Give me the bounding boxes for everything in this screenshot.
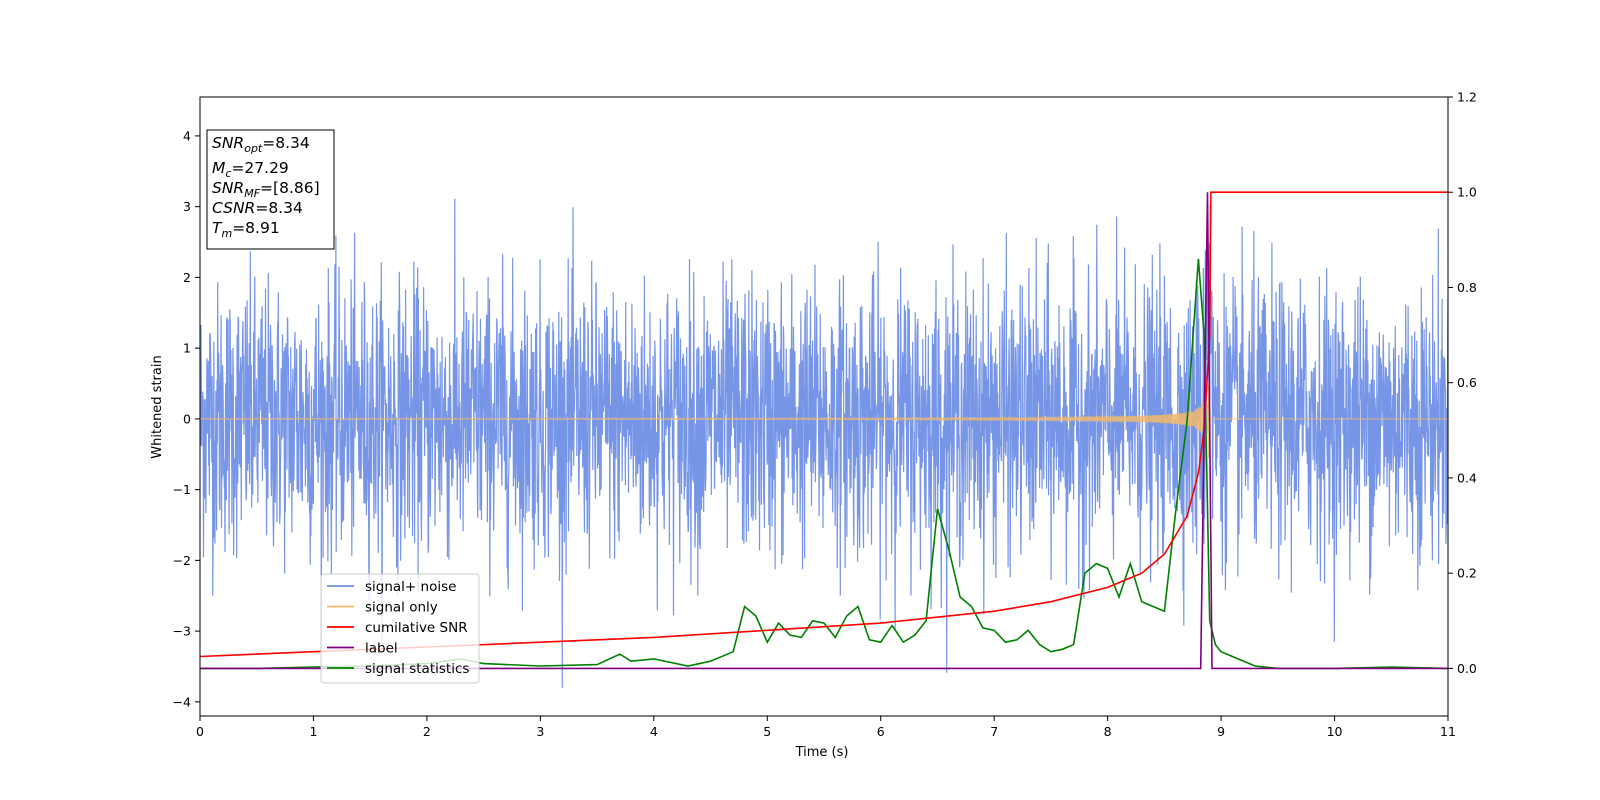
y-left-tick-label: 0 bbox=[183, 411, 191, 426]
x-axis: 0 1 2 3 4 5 6 7 8 9 10 11 bbox=[196, 716, 1456, 739]
y-axis-left: −4 −3 −2 −1 0 1 2 3 4 bbox=[173, 128, 200, 709]
y-left-tick-label: −1 bbox=[173, 482, 191, 497]
y-right-tick-label: 1.2 bbox=[1457, 90, 1477, 105]
legend-label: signal only bbox=[365, 600, 438, 616]
x-tick-label: 10 bbox=[1327, 724, 1343, 739]
y-left-tick-label: −2 bbox=[173, 553, 191, 568]
legend-label: cumilative SNR bbox=[365, 620, 468, 636]
signal-noise-line bbox=[200, 198, 1448, 688]
y-left-tick-label: 3 bbox=[183, 199, 191, 214]
y-left-tick-label: −4 bbox=[173, 694, 191, 709]
x-tick-label: 1 bbox=[309, 724, 317, 739]
legend-label: signal statistics bbox=[365, 661, 469, 677]
y-axis-right: 0.0 0.2 0.4 0.6 0.8 1.0 1.2 bbox=[1448, 90, 1477, 676]
annotation-line: SNRopt=8.34 bbox=[212, 134, 310, 155]
y-axis-label: Whitened strain bbox=[150, 355, 165, 458]
y-left-tick-label: 4 bbox=[183, 128, 191, 143]
right-axis-series bbox=[200, 191, 1448, 670]
annotation-box: SNRopt=8.34 Mc=27.29SNRMF=[8.86]CSNR=8.34… bbox=[206, 129, 335, 250]
x-tick-label: 4 bbox=[650, 724, 658, 739]
y-right-tick-label: 0.6 bbox=[1457, 375, 1477, 390]
y-left-tick-label: 1 bbox=[183, 341, 191, 356]
legend-label: signal+ noise bbox=[365, 579, 456, 595]
x-tick-label: 6 bbox=[877, 724, 885, 739]
signal-statisticsline bbox=[200, 258, 1448, 670]
annotation-line: Mc=27.29 bbox=[212, 159, 289, 180]
y-left-tick-label: −3 bbox=[173, 624, 191, 639]
noise-series bbox=[200, 198, 1448, 688]
x-tick-label: 7 bbox=[990, 724, 998, 739]
x-tick-label: 3 bbox=[536, 724, 544, 739]
x-tick-label: 0 bbox=[196, 724, 204, 739]
y-left-tick-label: 2 bbox=[183, 270, 191, 285]
legend-label: label bbox=[365, 641, 398, 657]
annotation-line: CSNR=8.34 bbox=[212, 199, 303, 217]
x-tick-label: 9 bbox=[1217, 724, 1225, 739]
y-right-tick-label: 0.0 bbox=[1457, 661, 1477, 676]
y-right-tick-label: 0.8 bbox=[1457, 280, 1477, 295]
x-tick-label: 2 bbox=[423, 724, 431, 739]
x-tick-label: 5 bbox=[763, 724, 771, 739]
y-right-tick-label: 0.4 bbox=[1457, 470, 1477, 485]
x-axis-label: Time (s) bbox=[795, 745, 849, 760]
x-tick-label: 11 bbox=[1440, 724, 1456, 739]
labelline bbox=[200, 192, 1448, 670]
signal-only-line bbox=[200, 385, 1448, 459]
annotation-line: SNRMF=[8.86] bbox=[212, 179, 320, 200]
plot-frame bbox=[199, 96, 1449, 717]
y-right-tick-label: 1.0 bbox=[1457, 185, 1477, 200]
annotation-line: Tm=8.91 bbox=[212, 219, 280, 240]
legend: signal+ noise signal only cumilative SNR la… bbox=[320, 573, 480, 684]
y-right-tick-label: 0.2 bbox=[1457, 566, 1477, 581]
x-tick-label: 8 bbox=[1104, 724, 1112, 739]
signal-only-series bbox=[200, 385, 1448, 459]
